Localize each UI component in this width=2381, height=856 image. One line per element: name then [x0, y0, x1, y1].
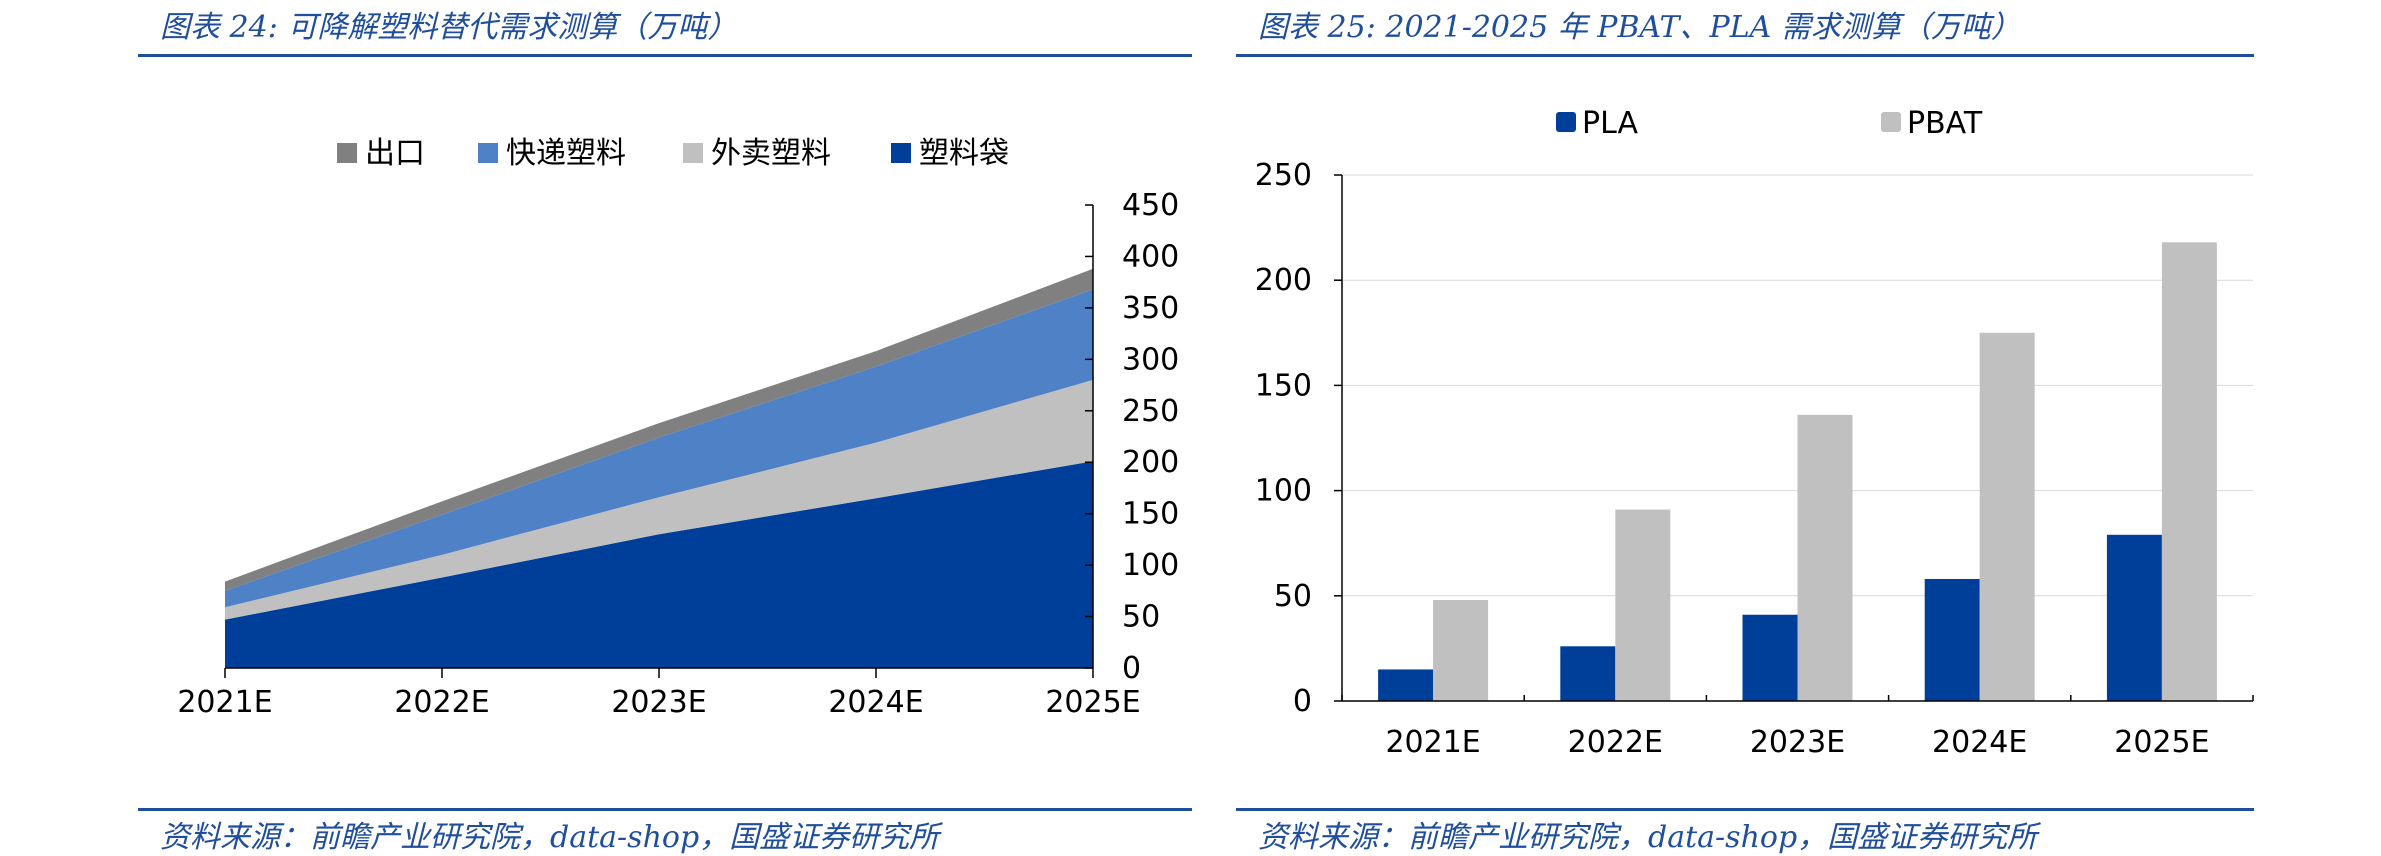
x-tick-label: 2025E	[1045, 685, 1140, 720]
x-tick-label: 2021E	[1385, 725, 1480, 760]
bar-PLA-2022E	[1560, 646, 1616, 701]
y-tick-label: 0	[1122, 651, 1141, 686]
legend-swatch	[891, 143, 911, 163]
legend-swatch	[478, 143, 498, 163]
right-source-note: 资料来源：前瞻产业研究院，data-shop，国盛证券研究所	[1258, 820, 2038, 855]
x-tick-label: 2025E	[2114, 725, 2209, 760]
bar-PLA-2021E	[1378, 669, 1434, 701]
bar-PLA-2023E	[1742, 614, 1798, 701]
right-source-rule	[1236, 808, 2254, 811]
bar-PLA-2025E	[2106, 534, 2162, 701]
y-tick-label: 400	[1122, 239, 1179, 274]
right-figure-title: 图表 25: 2021-2025 年 PBAT、PLA 需求测算（万吨）	[1258, 10, 2021, 45]
left-figure-title: 图表 24: 可降解塑料替代需求测算（万吨）	[160, 10, 738, 45]
y-tick-label: 50	[1274, 579, 1312, 614]
y-tick-label: 150	[1255, 368, 1312, 403]
left-source-rule	[138, 808, 1192, 811]
y-tick-label: 150	[1122, 497, 1179, 532]
x-tick-label: 2022E	[1568, 725, 1663, 760]
area-series-塑料袋	[225, 461, 1093, 668]
y-tick-label: 350	[1122, 291, 1179, 326]
y-tick-label: 450	[1122, 188, 1179, 223]
right-title-rule	[1236, 54, 2254, 57]
y-tick-label: 300	[1122, 342, 1179, 377]
bar-PBAT-2025E	[2161, 242, 2217, 701]
y-tick-label: 250	[1255, 158, 1312, 193]
y-tick-label: 100	[1122, 548, 1179, 583]
legend-label: PBAT	[1907, 106, 1983, 141]
bar-PBAT-2024E	[1979, 332, 2035, 701]
legend-swatch	[683, 143, 703, 163]
bar-PBAT-2023E	[1797, 414, 1853, 701]
legend-label: 外卖塑料	[711, 136, 831, 171]
y-tick-label: 100	[1255, 474, 1312, 509]
x-tick-label: 2024E	[828, 685, 923, 720]
bar-PBAT-2022E	[1615, 509, 1671, 701]
area-series-外卖塑料	[225, 379, 1093, 620]
area-series-出口	[225, 268, 1093, 591]
legend-label: 出口	[365, 136, 425, 171]
x-tick-label: 2023E	[1750, 725, 1845, 760]
y-tick-label: 200	[1255, 263, 1312, 298]
y-tick-label: 250	[1122, 394, 1179, 429]
left-title-rule	[138, 54, 1192, 57]
bar-PBAT-2021E	[1433, 600, 1489, 701]
bar-PLA-2024E	[1924, 578, 1980, 701]
x-tick-label: 2024E	[1932, 725, 2027, 760]
legend-swatch	[337, 143, 357, 163]
x-tick-label: 2022E	[394, 685, 489, 720]
y-tick-label: 200	[1122, 445, 1179, 480]
x-tick-label: 2023E	[611, 685, 706, 720]
legend-swatch	[1556, 112, 1576, 132]
legend-label: 塑料袋	[919, 136, 1009, 171]
legend-label: PLA	[1582, 106, 1638, 141]
area-series-快递塑料	[225, 289, 1093, 608]
y-tick-label: 0	[1293, 684, 1312, 719]
legend-swatch	[1881, 112, 1901, 132]
x-tick-label: 2021E	[177, 685, 272, 720]
left-source-note: 资料来源：前瞻产业研究院，data-shop，国盛证券研究所	[160, 820, 940, 855]
y-tick-label: 50	[1122, 600, 1160, 635]
legend-label: 快递塑料	[506, 136, 626, 171]
grouped-bar-chart: 0 50 100 150 200 250 2021E 2022E 2023E 2024E 2025E…	[1255, 106, 2254, 760]
